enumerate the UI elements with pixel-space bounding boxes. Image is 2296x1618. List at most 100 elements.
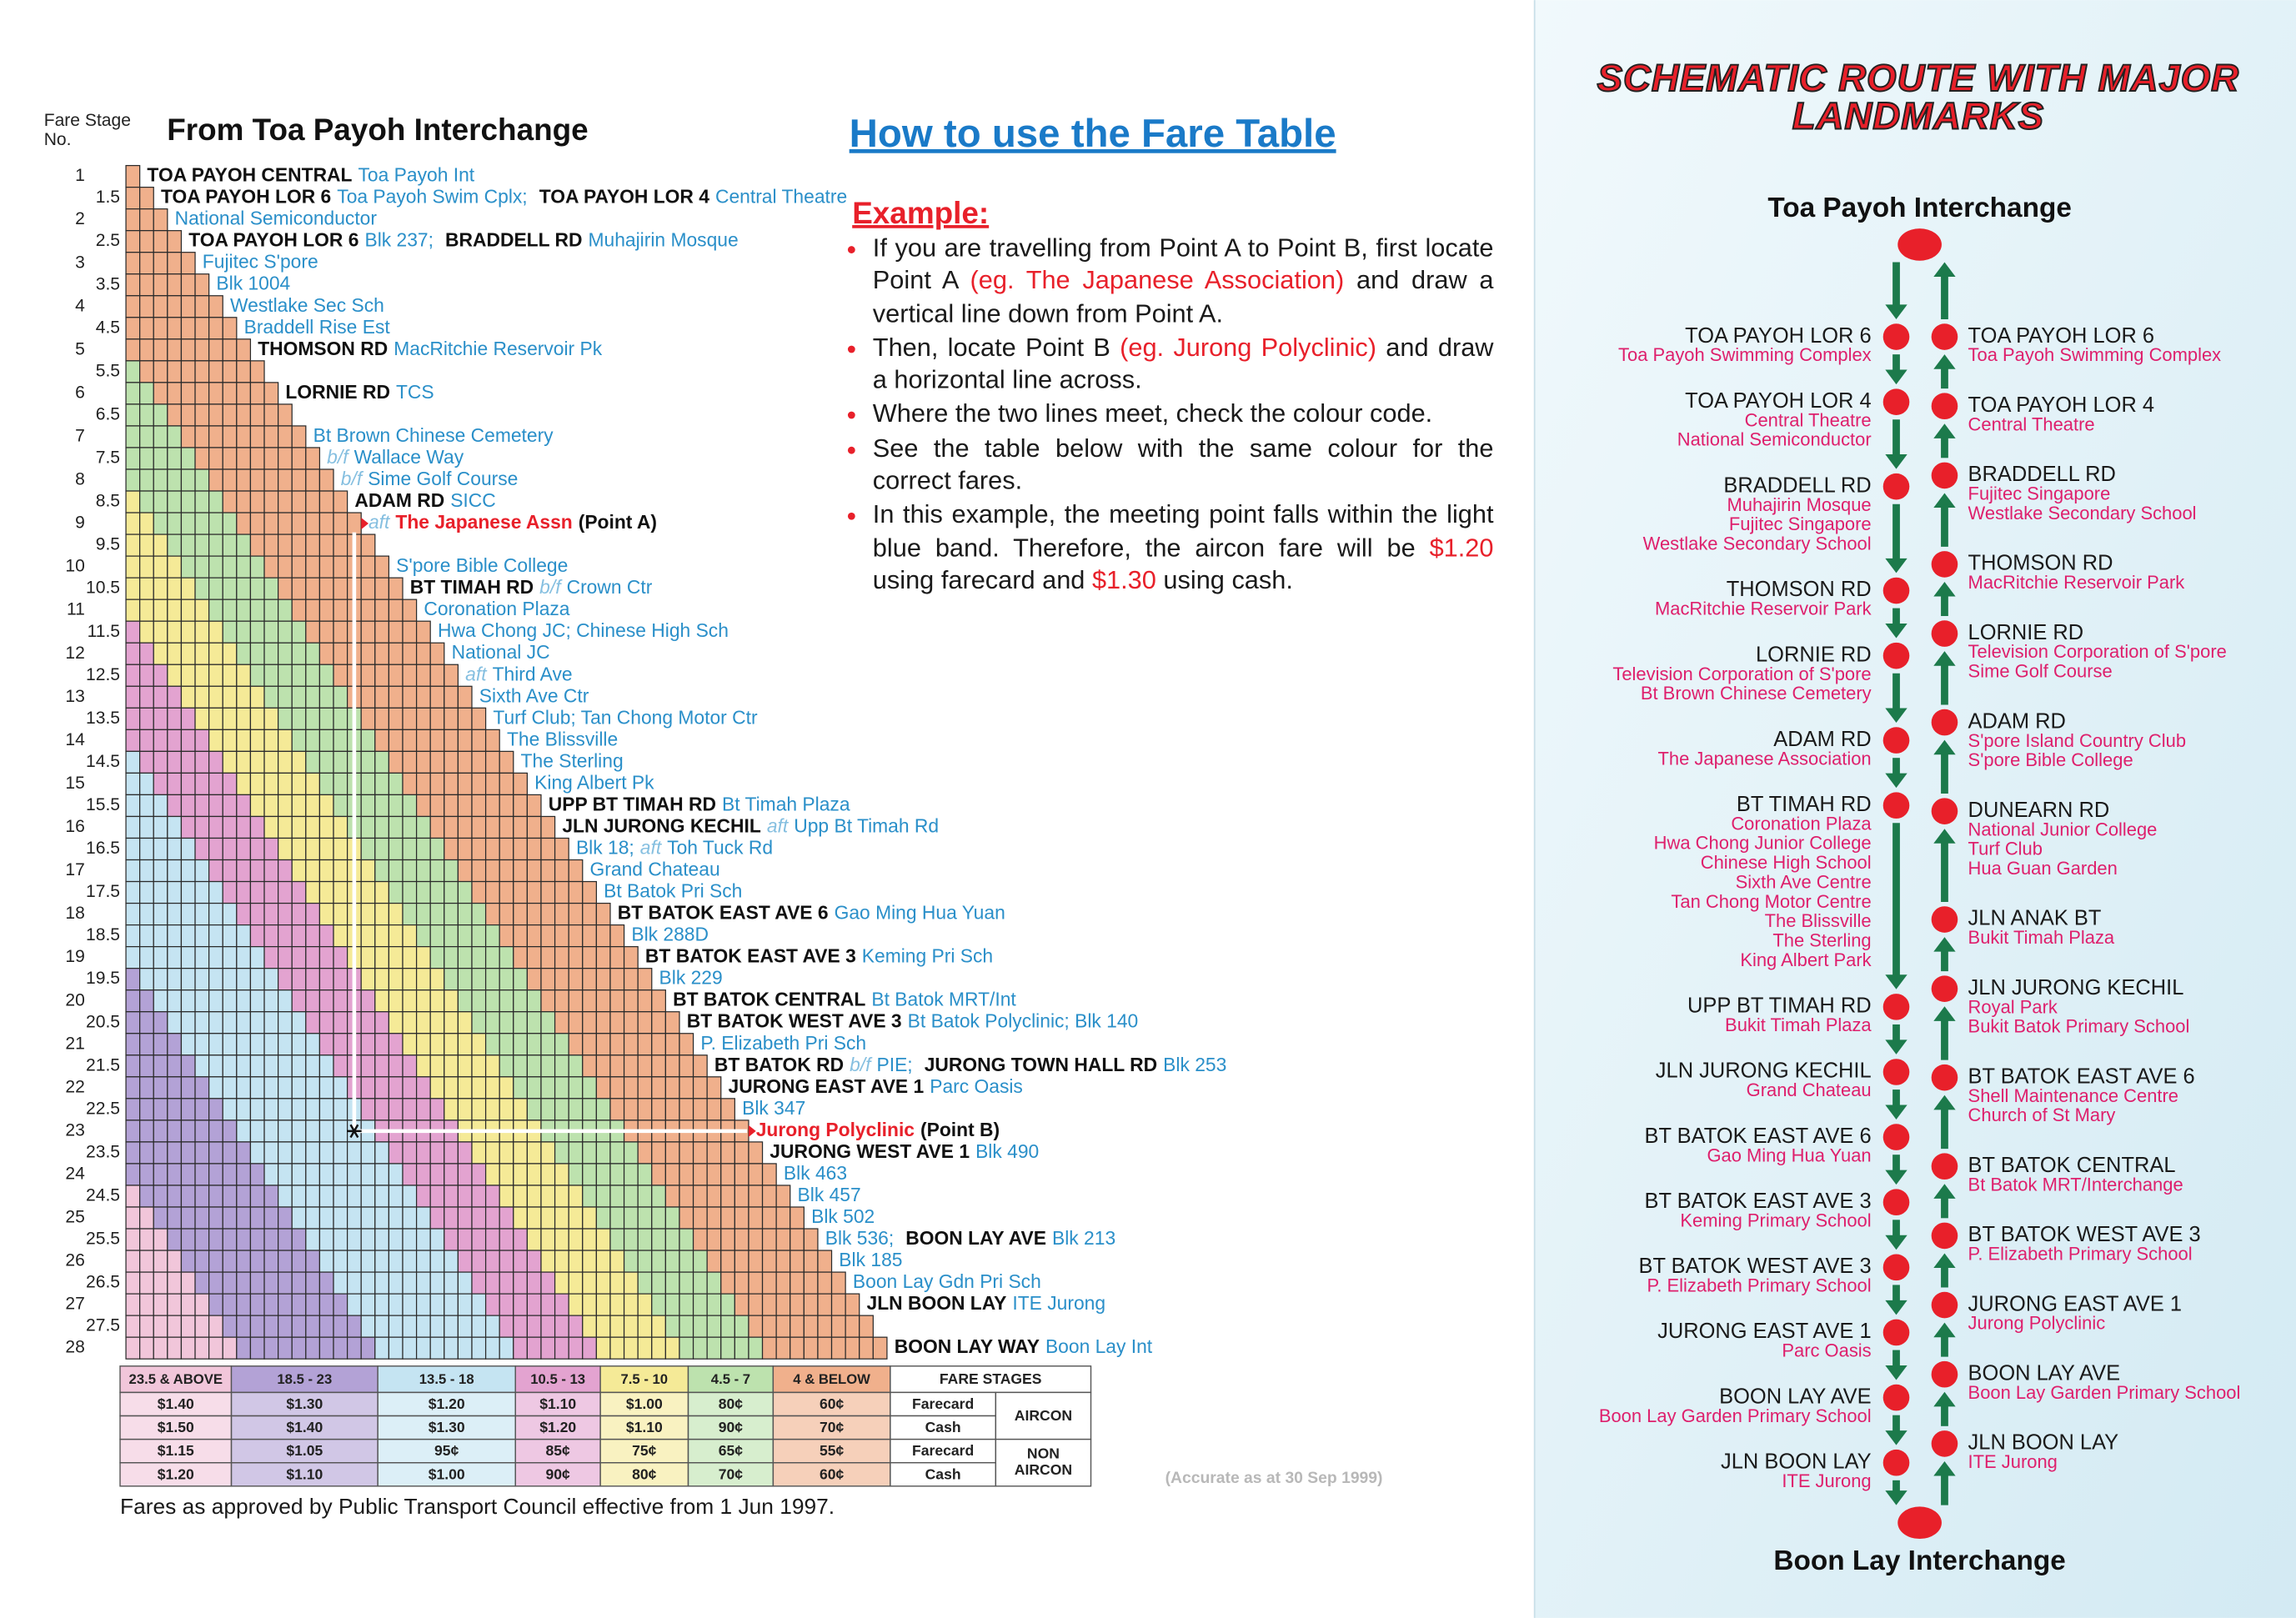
fare-cell [180,989,196,1013]
fare-cell [249,1315,265,1338]
fare-cell [180,1315,196,1338]
fare-cell [761,1293,777,1316]
stop-dot [1931,1430,1958,1457]
fare-cell [139,1011,154,1034]
landmark-place: Toh Tuck Rd [667,837,773,859]
fare-cell [595,1185,611,1208]
fare-cell [194,968,210,991]
stage-number: 18.5 [86,925,120,944]
stop-road: LORNIE RD [1756,643,1872,666]
fare-cell [429,772,445,796]
stop-dot [1882,323,1910,350]
fare-cell [526,880,542,904]
fare-cell [679,1336,694,1360]
fare-cell [318,1206,334,1230]
stop-road: ADAM RD [1968,709,2066,733]
fare-cell [360,1271,376,1295]
bullet-text: If you are travelling from Point A to Po… [872,233,1494,295]
fare-cell [249,794,265,818]
track-arrow [1933,354,1956,369]
fare-cell [692,1315,708,1338]
fare-cell [208,1054,223,1078]
fare-cell [318,533,334,557]
fare-cell [291,794,307,818]
track-arrow [1885,304,1907,319]
fare-cell [388,968,404,991]
group-cell [995,1438,1092,1487]
fare-cell [208,1293,223,1316]
stop-dot [1882,1254,1910,1281]
stage-landmarks: Hwa Chong JC; Chinese High Sch [438,619,729,641]
fare-cell [664,1336,680,1360]
fare-cell [664,1076,680,1100]
fare-cell [374,577,390,600]
fare-cell [291,447,307,470]
fare-cell [651,1206,666,1230]
fare-cell [278,837,293,861]
landmark-place: The Blissville [507,728,618,749]
fare-cell [180,533,196,557]
fare-cell [554,1293,569,1316]
fare-cell [153,468,168,492]
fare-cell [278,946,293,969]
fare-cell [415,1250,431,1273]
fare-cell [388,859,404,883]
fare-cell [429,1054,445,1078]
fare-cell [278,729,293,752]
band-header-cell [772,1365,891,1394]
stop-dot [1931,393,1958,420]
stage-landmarks: aft Third Ave [465,663,572,684]
fare-cell [194,685,210,709]
stage-landmarks: Blk 347 [742,1097,805,1119]
fare-cell [125,837,141,861]
fare-cell [222,1206,238,1230]
fare-cell [125,946,141,969]
fare-cell [664,1293,680,1316]
fare-cell [208,468,223,492]
track-arrow [1885,1170,1907,1185]
fare-cell [582,1206,597,1230]
fare-cell [444,968,459,991]
fare-cell [305,794,321,818]
fare-cell [484,815,500,839]
fare-cell [402,1141,418,1165]
fare-cell [457,1033,473,1056]
fare-cell [720,1271,735,1295]
fare-cell [720,1228,735,1251]
fare-cell [318,490,334,513]
fare-cell [222,968,238,991]
stage-landmarks: TOA PAYOH CENTRAL Toa Payoh Int [147,164,474,186]
fare-cell [153,1228,168,1251]
fare-note: Fares as approved by Public Transport Co… [120,1494,835,1519]
fare-cell [208,1336,223,1360]
fare-cell [374,815,390,839]
fare-cell [167,599,183,622]
fare-cell [513,1336,528,1360]
stage-number: 22 [65,1077,84,1096]
fare-cell [402,1054,418,1078]
fare-cell [664,1185,680,1208]
fare-cell [305,1120,321,1143]
fare-cell [180,295,196,318]
fare-cell [388,1076,404,1100]
fare-cell [499,1163,514,1186]
fare-cell [291,533,307,557]
fare-cell [208,425,223,448]
fare-cell [540,880,556,904]
fare-cell [153,273,168,297]
fare-cell [305,533,321,557]
fare-cell [388,1293,404,1316]
bullet-text: using cash. [1156,565,1293,595]
fare-cell [388,642,404,665]
fare-cell [194,859,210,883]
fare-cell [167,946,183,969]
fare-cell [125,1141,141,1165]
fare-cell [526,902,542,926]
fare-cell [222,642,238,665]
fare-cell [194,382,210,405]
fare-cell [664,1250,680,1273]
bullet: See the table below with the same colour… [873,432,1494,497]
fare-cell [415,1185,431,1208]
fare-cell [499,1206,514,1230]
fare-cell [609,924,625,948]
